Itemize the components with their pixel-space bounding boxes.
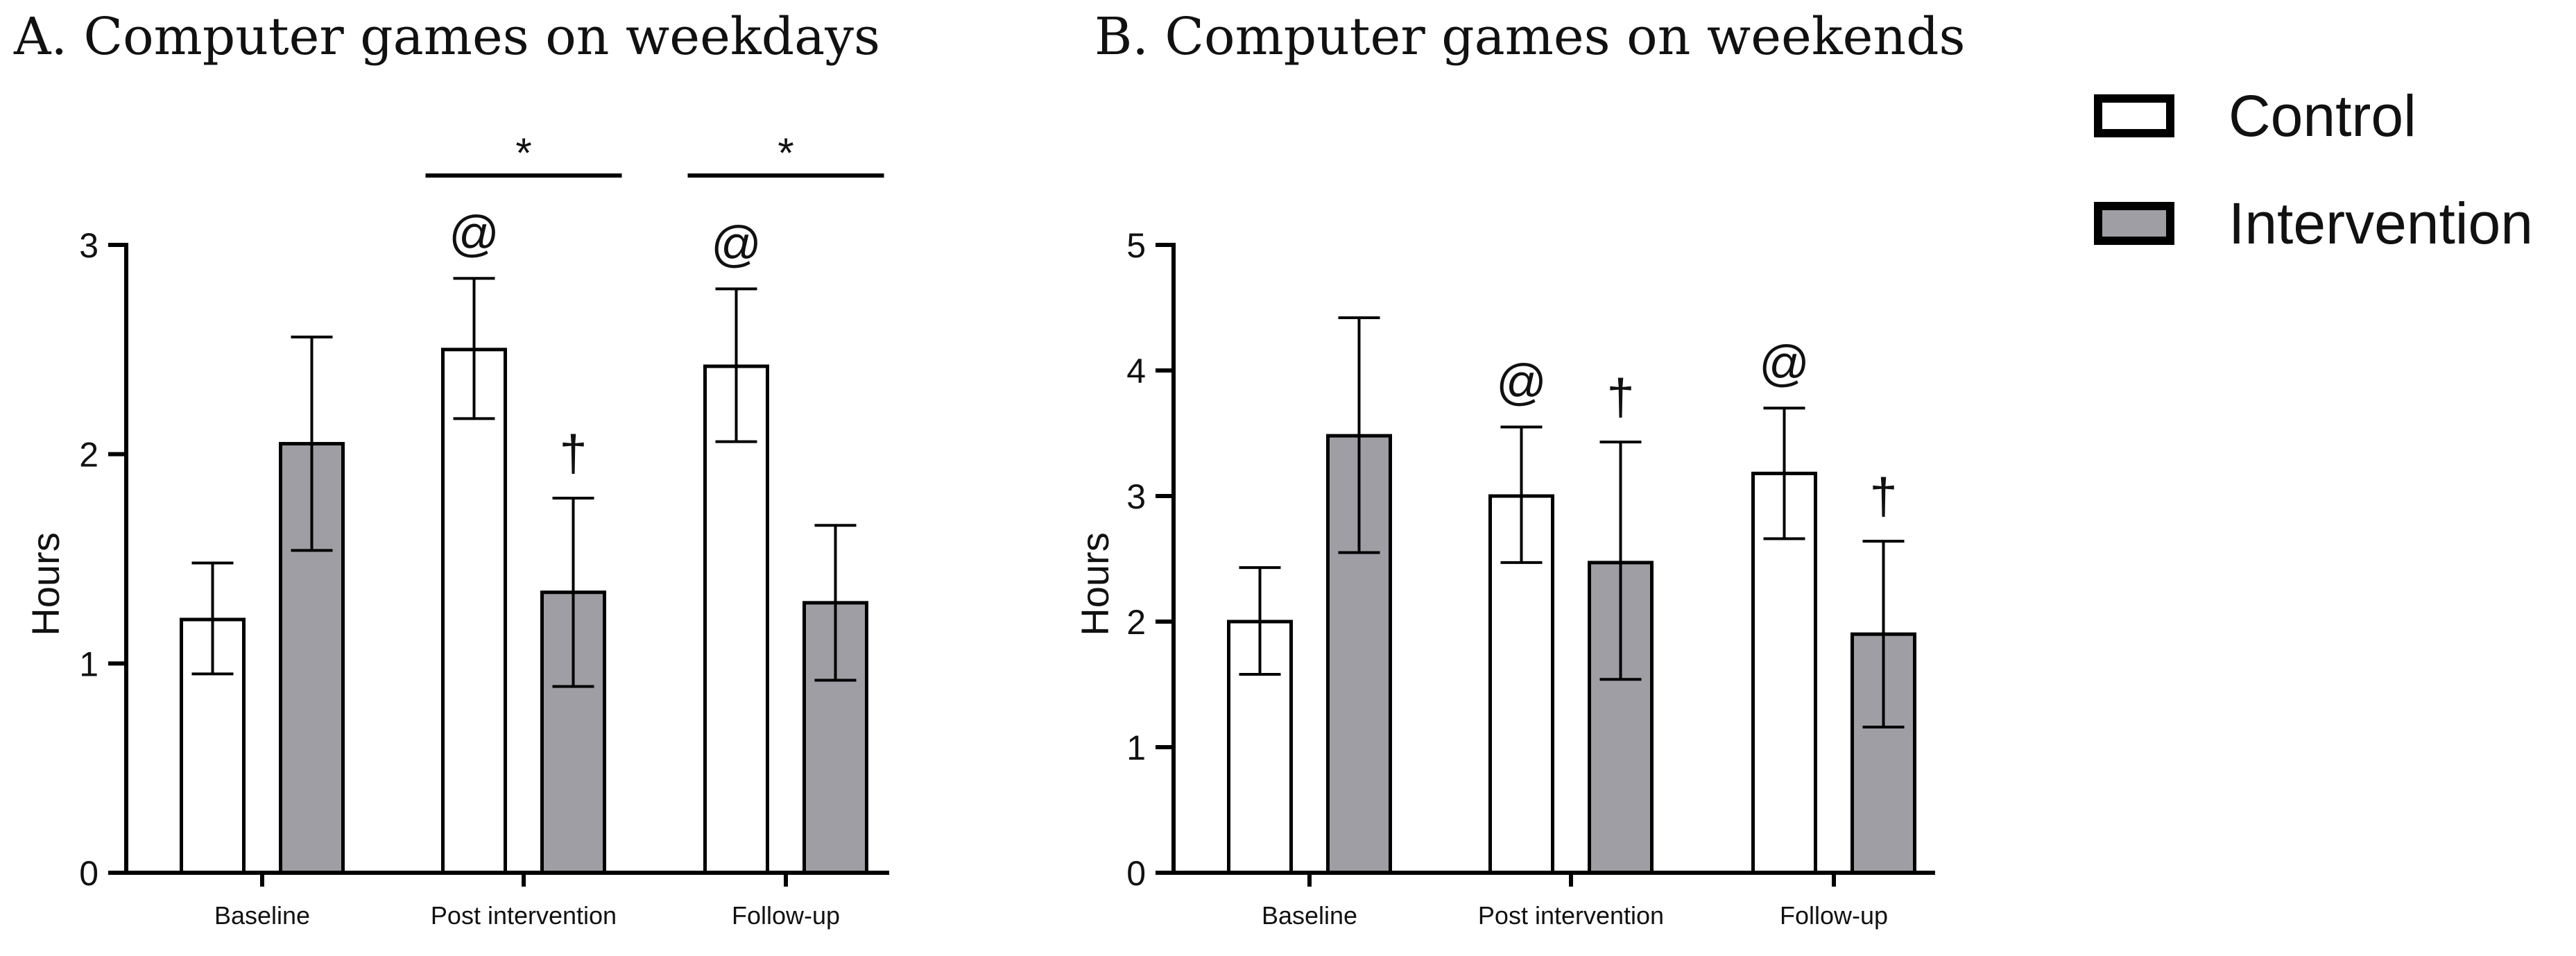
panel-a-errorbar-intervention-2 — [814, 524, 857, 682]
panel-a-annotation-dagger: † — [559, 426, 587, 481]
panel-a-errorbar-intervention-1 — [552, 497, 594, 688]
panel-b-errorbar-intervention-1 — [1599, 441, 1642, 681]
legend-label-control: Control — [2229, 83, 2416, 148]
panel-a-significance-star: * — [515, 130, 531, 176]
legend: Control Intervention — [2094, 83, 2533, 256]
panel-a-errorbar-control-2 — [715, 287, 757, 443]
panel-a-title: A. Computer games on weekdays — [13, 7, 880, 67]
panel-a-annotation-at: @ — [449, 206, 499, 262]
panel-b-annotation-dagger: † — [1606, 370, 1634, 425]
panel-a-y-tick-label: 2 — [79, 436, 98, 475]
panel-a-category-label: Post intervention — [431, 901, 617, 930]
panel-a-errorbar-control-0 — [191, 561, 234, 676]
panel-b-errorbar-control-1 — [1500, 425, 1543, 564]
panel-a-errorbar-control-1 — [453, 277, 495, 420]
panel-a-category-label: Follow-up — [732, 901, 840, 930]
panel-a-y-axis-label: Hours — [24, 532, 67, 635]
panel-b-annotation-at: @ — [1759, 336, 1810, 391]
panel-b-bar-intervention-follow-up — [1851, 632, 1916, 875]
panel-a-significance-star: * — [778, 130, 793, 176]
panel-b-y-axis-label: Hours — [1073, 532, 1117, 635]
panel-b-errorbar-control-0 — [1239, 566, 1281, 676]
panel-b-y-tick-label: 5 — [1126, 226, 1146, 265]
panel-b-errorbar-control-2 — [1763, 407, 1805, 540]
panel-a-y-tick-label: 1 — [79, 645, 98, 683]
panel-b-category-label: Post intervention — [1478, 901, 1664, 930]
legend-swatch-control — [2094, 94, 2174, 137]
panel-b-annotation-at: @ — [1496, 355, 1547, 410]
panel-b-y-tick-label: 1 — [1126, 728, 1146, 767]
panel-a-weekdays: A. Computer games on weekdays Hours 0 1 2 3… — [13, 7, 889, 930]
panel-a-bar-control-follow-up — [703, 364, 769, 875]
panel-b-y-tick-label: 4 — [1126, 352, 1146, 391]
panel-b-title: B. Computer games on weekends — [1094, 7, 1965, 67]
panel-a-category-label: Baseline — [214, 901, 310, 930]
panel-b-category-label: Follow-up — [1780, 901, 1888, 930]
legend-swatch-intervention — [2094, 202, 2174, 245]
panel-a-y-tick-label: 3 — [79, 226, 98, 265]
panel-b-category-label: Baseline — [1262, 901, 1357, 930]
panel-a-annotation-at: @ — [711, 216, 762, 272]
panel-b-y-tick-label: 2 — [1126, 603, 1146, 642]
panel-b-weekends: B. Computer games on weekends Hours 0 1 2 3… — [1073, 7, 1965, 930]
panel-a-errorbar-intervention-0 — [291, 335, 333, 552]
panel-b-annotation-dagger: † — [1869, 469, 1897, 524]
panel-b-errorbar-intervention-2 — [1862, 540, 1905, 729]
legend-label-intervention: Intervention — [2229, 191, 2533, 256]
panel-b-y-tick-label: 0 — [1126, 854, 1146, 893]
panel-a-y-tick-label: 0 — [79, 854, 98, 893]
panel-b-y-tick-label: 3 — [1126, 477, 1146, 516]
panel-a-bar-control-post-intervention — [441, 348, 507, 875]
panel-b-errorbar-intervention-0 — [1338, 316, 1380, 554]
